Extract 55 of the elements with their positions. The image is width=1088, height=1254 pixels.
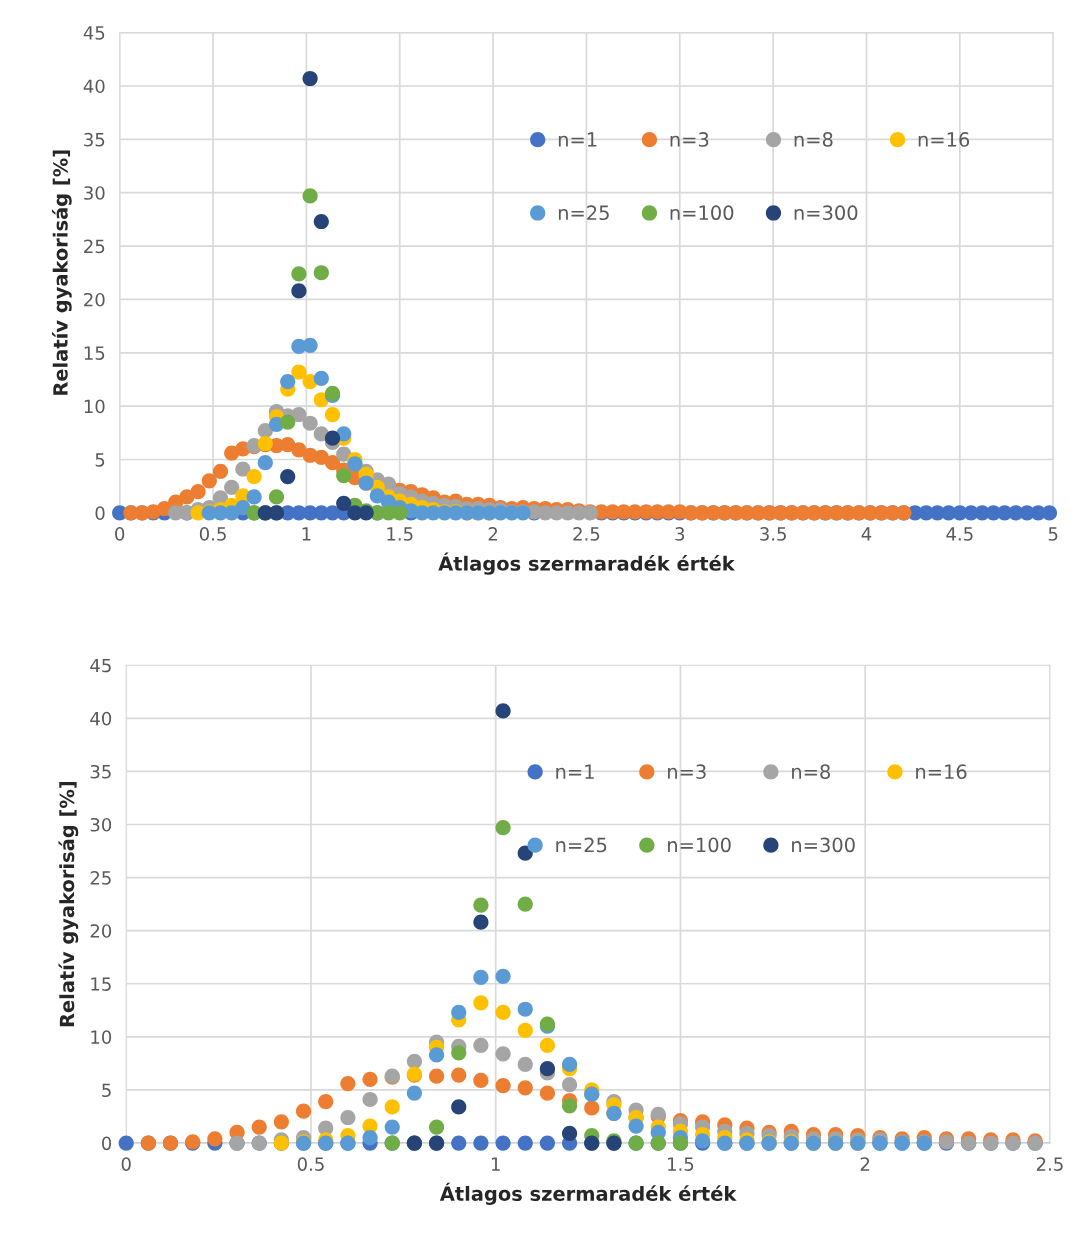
legend-label: n=25 [558, 205, 609, 221]
y-axis-title: Relatív gyakoriság [%] [58, 781, 79, 1027]
y-tick-label: 5 [95, 453, 105, 467]
legend-label: n=16 [916, 764, 967, 780]
x-tick-label: 0 [115, 527, 125, 541]
legend-label: n=3 [668, 764, 706, 780]
y-tick-label: 45 [83, 26, 105, 40]
y-tick-label: 10 [84, 399, 105, 414]
legend-label: n=16 [918, 132, 970, 147]
y-tick-label: 30 [84, 186, 105, 200]
y-tick-label: 20 [84, 292, 105, 307]
legend-label: n=100 [668, 837, 731, 853]
x-tick-label: 1.5 [668, 1157, 694, 1171]
y-tick-label: 30 [90, 817, 112, 832]
legend-label: n=3 [670, 132, 709, 147]
y-tick-label: 25 [84, 239, 105, 254]
y-tick-label: 40 [83, 79, 105, 94]
x-tick-label: 0.5 [297, 1157, 324, 1171]
y-tick-label: 25 [90, 871, 111, 885]
legend-label: n=100 [670, 205, 734, 221]
x-tick-label: 3 [675, 527, 685, 541]
x-tick-label: 1 [491, 1157, 500, 1171]
y-tick-label: 40 [90, 711, 112, 726]
legend-label: n=1 [556, 764, 594, 779]
x-axis-title: Átlagos szermaradék érték [438, 552, 736, 575]
y-tick-label: 45 [90, 658, 111, 673]
y-tick-label: 10 [91, 1030, 112, 1044]
legend-label: n=1 [558, 132, 597, 147]
x-tick-label: 4.5 [946, 527, 973, 541]
y-tick-label: 0 [95, 506, 105, 520]
legend-label: n=8 [794, 132, 833, 147]
x-tick-label: 0 [121, 1157, 131, 1171]
y-tick-label: 15 [84, 346, 105, 360]
y-tick-label: 15 [91, 977, 111, 991]
x-tick-label: 0.5 [199, 527, 226, 541]
legend-label: n=8 [792, 764, 830, 780]
y-tick-label: 35 [84, 132, 105, 147]
y-tick-label: 5 [102, 1083, 111, 1098]
y-tick-label: 20 [90, 924, 112, 938]
x-tick-label: 2 [488, 527, 498, 541]
x-tick-label: 2.5 [1036, 1157, 1063, 1171]
y-tick-label: 0 [102, 1136, 112, 1151]
legend-label: n=25 [556, 837, 607, 853]
y-tick-label: 35 [90, 764, 111, 779]
x-tick-label: 5 [1048, 527, 1058, 541]
x-tick-label: 4 [861, 527, 872, 541]
x-tick-label: 2 [860, 1157, 870, 1171]
x-tick-label: 2.5 [573, 527, 600, 541]
legend-label: n=300 [794, 205, 858, 221]
x-axis-title: Átlagos szermaradék érték [439, 1182, 737, 1205]
x-tick-label: 3.5 [760, 527, 786, 541]
x-tick-label: 1.5 [387, 527, 413, 541]
legend-label: n=300 [792, 837, 855, 853]
x-tick-label: 1 [302, 527, 311, 541]
y-axis-title: Relatív gyakoriság [%] [51, 150, 72, 395]
